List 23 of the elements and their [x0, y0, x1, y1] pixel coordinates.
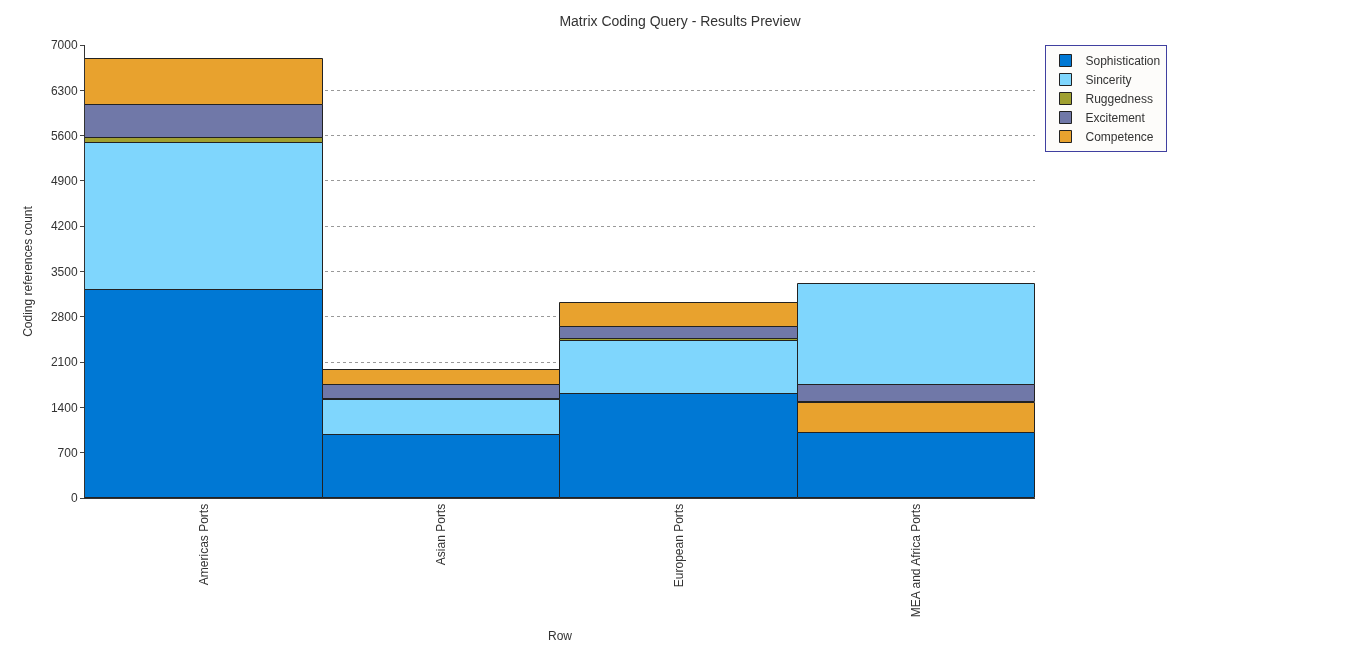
legend-label: Sincerity [1085, 73, 1132, 88]
y-tick-label: 7000 [50, 38, 78, 53]
x-tick-label: European Ports [671, 503, 686, 588]
y-tick-label: 5600 [50, 128, 78, 143]
y-tick-label: 1400 [50, 400, 78, 415]
y-tick-label: 4200 [50, 219, 78, 234]
y-tick-label: 3500 [50, 264, 78, 279]
y-tick-label: 6300 [50, 83, 78, 98]
legend-label: Ruggedness [1085, 92, 1153, 107]
legend-label: Sophistication [1085, 54, 1161, 69]
y-tick-label: 0 [70, 491, 78, 506]
x-tick-label: Asian Ports [434, 503, 449, 566]
x-tick-label: MEA and Africa Ports [909, 503, 924, 618]
legend-label: Excitement [1085, 111, 1146, 126]
legend-label: Competence [1085, 130, 1154, 145]
y-tick-label: 2800 [50, 310, 78, 324]
x-axis-title: Row [547, 629, 573, 644]
y-tick-label: 700 [57, 445, 78, 460]
y-axis-title: Coding references count [21, 205, 36, 337]
y-tick-label: 4900 [50, 174, 78, 189]
x-tick-label: Americas Ports [196, 503, 211, 586]
chart-title: Matrix Coding Query - Results Preview [559, 13, 802, 30]
y-tick-label: 2100 [50, 355, 78, 370]
